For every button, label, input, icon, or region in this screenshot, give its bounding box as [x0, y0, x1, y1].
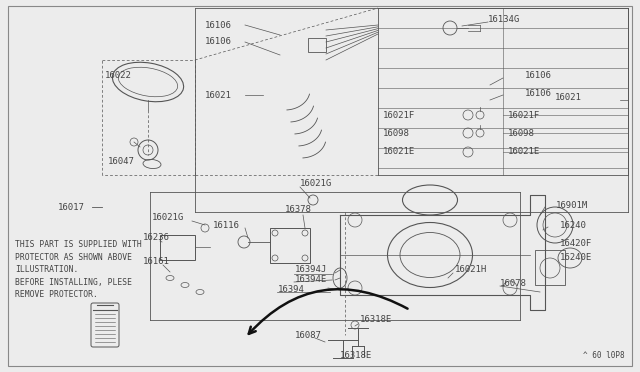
Text: 16021H: 16021H: [455, 266, 487, 275]
Text: 16021G: 16021G: [152, 214, 184, 222]
Text: 16078: 16078: [500, 279, 527, 288]
Text: 16021E: 16021E: [508, 148, 540, 157]
Text: 16116: 16116: [213, 221, 240, 230]
Text: 16021E: 16021E: [383, 148, 415, 157]
Text: 16134G: 16134G: [488, 16, 520, 25]
Text: 16394J: 16394J: [295, 266, 327, 275]
Text: 16021F: 16021F: [508, 110, 540, 119]
Bar: [308, 38, 326, 52]
Bar: [535, 250, 565, 285]
Text: 16394E: 16394E: [295, 276, 327, 285]
Text: 16021G: 16021G: [300, 179, 332, 187]
Text: 16240: 16240: [560, 221, 587, 230]
Text: 16017: 16017: [58, 202, 85, 212]
Text: 16021: 16021: [205, 90, 232, 99]
Text: 16394: 16394: [278, 285, 305, 295]
Text: 16161: 16161: [143, 257, 170, 266]
Text: 16318E: 16318E: [360, 315, 392, 324]
Text: 16106: 16106: [205, 38, 232, 46]
Text: 16087: 16087: [295, 330, 322, 340]
Text: 16021F: 16021F: [383, 110, 415, 119]
Text: 16240E: 16240E: [560, 253, 592, 263]
Text: 16420F: 16420F: [560, 238, 592, 247]
Text: 16021: 16021: [555, 93, 582, 103]
Text: 16106: 16106: [205, 20, 232, 29]
Text: 16106: 16106: [525, 89, 552, 97]
Text: 16098: 16098: [383, 128, 410, 138]
Text: 16378: 16378: [285, 205, 312, 215]
Text: 16022: 16022: [105, 71, 132, 80]
Text: 16318E: 16318E: [340, 350, 372, 359]
Text: 16047: 16047: [108, 157, 135, 167]
Text: 16236: 16236: [143, 234, 170, 243]
Bar: [160, 235, 195, 260]
Text: 16098: 16098: [508, 128, 535, 138]
Text: 16106: 16106: [525, 71, 552, 80]
Bar: [270, 228, 310, 263]
Text: THIS PART IS SUPPLIED WITH
PROTECTOR AS SHOWN ABOVE
ILLUSTRATION.
BEFORE INSTALL: THIS PART IS SUPPLIED WITH PROTECTOR AS …: [15, 240, 141, 299]
Text: 16901M: 16901M: [556, 201, 588, 209]
Text: ^ 60 l0P8: ^ 60 l0P8: [584, 351, 625, 360]
